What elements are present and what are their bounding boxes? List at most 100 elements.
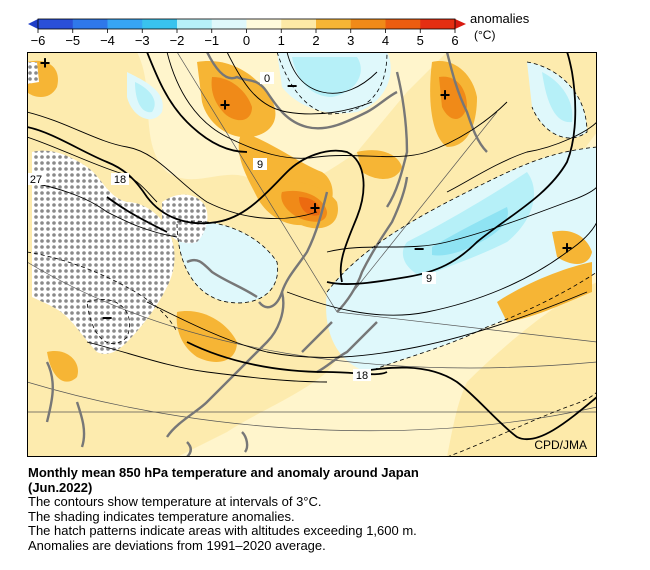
colorbar-segment [281, 19, 317, 29]
anomaly-contour-dashed [276, 52, 388, 115]
colorbar-segments [38, 19, 456, 29]
contour-label: 27 [30, 174, 42, 186]
colorbar-tick-label: −2 [170, 33, 185, 48]
colorbar-segment [142, 19, 178, 29]
colorbar-right-arrow [455, 19, 466, 29]
grid-line [176, 52, 338, 313]
colorbar-tick-label: 2 [312, 33, 319, 48]
high-terrain-hatch-north [162, 194, 208, 244]
contour-line-thick [106, 196, 168, 233]
coastline-philippines [186, 441, 192, 457]
anomaly-contour-dashed [326, 146, 597, 293]
colorbar-tick-label: 6 [451, 33, 458, 48]
colorbar-segment [107, 19, 143, 29]
map-caption: Monthly mean 850 hPa temperature and ano… [28, 465, 628, 554]
colorbar-tick-label: −6 [31, 33, 46, 48]
colorbar-segment [211, 19, 247, 29]
anomaly-contour-dashed [176, 220, 279, 304]
anomaly-contour-dashed [526, 61, 588, 139]
anomaly-shade-neg2-west [135, 82, 155, 113]
anomaly-shade-pos3-kamchatka [439, 76, 467, 120]
contour-line [86, 341, 328, 383]
anomaly-shade-pos2-southeast [497, 262, 592, 322]
coastline-korea [258, 191, 329, 309]
contour-line-thick [27, 126, 365, 283]
anomaly-shade-pos1-east [447, 282, 597, 457]
caption-line: The hatch patterns indicate areas with a… [28, 523, 417, 539]
colorbar-segment [38, 19, 74, 29]
anomaly-plus-marker: + [562, 238, 573, 258]
coastline-japan-kyushu [301, 321, 333, 353]
coastline-russia-north [205, 52, 398, 130]
colorbar-label: anomalies [470, 11, 530, 26]
grid-line [336, 111, 498, 313]
anomaly-shade-neg1-china [177, 221, 278, 303]
coastlines [45, 52, 488, 457]
coastline-kamchatka [445, 52, 488, 153]
contour-line [446, 121, 597, 193]
colorbar-tick-label: 3 [347, 33, 354, 48]
contour-label: 0 [264, 73, 270, 85]
colorbar-segment [246, 19, 282, 29]
contour-line [166, 52, 508, 159]
anomaly-plus-marker: + [440, 85, 451, 105]
contour-line [27, 111, 318, 219]
coastline-west [45, 361, 86, 448]
anomaly-shade-pos3-north [211, 77, 252, 121]
colorbar-tick-label: 1 [278, 33, 285, 48]
coastline-taiwan [241, 431, 249, 453]
high-terrain-hatch-far [27, 62, 39, 84]
colorbar-segment [177, 19, 213, 29]
contour-label: 9 [426, 273, 432, 285]
contour-line-thick [146, 52, 248, 153]
anomaly-colorbar: −6 −5 −4 −3 −2 −1 0 1 2 3 4 5 6 anomalies (°C) [28, 11, 530, 48]
colorbar-segment [72, 19, 108, 29]
anomaly-shade-neg3-pacific [432, 207, 508, 256]
anomaly-contour-dashed [366, 271, 597, 373]
anomaly-shade-pos2-southwest [47, 351, 78, 382]
colorbar-segment [316, 19, 352, 29]
contour-line [27, 136, 158, 203]
contour-line [326, 186, 597, 253]
colorbar-tick-label: 5 [417, 33, 424, 48]
caption-line: The shading indicates temperature anomal… [28, 508, 295, 524]
colorbar-segment [420, 19, 456, 29]
anomaly-shade-pos1 [27, 52, 597, 457]
colorbar-unit: (°C) [474, 28, 495, 42]
anomaly-plus-marker: + [220, 95, 231, 115]
anomaly-contour-dashed [86, 299, 130, 345]
colorbar-tick-label: −1 [204, 33, 219, 48]
anomaly-shade-pos2-ne-sea [357, 150, 402, 179]
contour-line [27, 181, 178, 238]
colorbar-left-arrow [28, 19, 38, 29]
coastline-china-east [166, 258, 285, 438]
contour-line [286, 221, 597, 316]
anomaly-shade-pos4-korea [299, 197, 321, 216]
grid-line [27, 381, 597, 432]
anomaly-plus-marker: + [40, 53, 51, 73]
contour-line-thick [356, 366, 597, 441]
anomaly-minus-marker: − [287, 76, 298, 96]
grid-line [27, 261, 597, 369]
coastline-japan-south [316, 321, 378, 374]
caption-line: The contours show temperature at interva… [28, 494, 322, 510]
anomaly-shade-neg2-ne [542, 72, 573, 123]
high-terrain-hatch [32, 150, 175, 354]
colorbar-tick-label: −5 [65, 33, 80, 48]
anomaly-minus-marker: − [102, 308, 113, 328]
anomaly-plus-marker: + [310, 198, 321, 218]
caption-title-date: (Jun.2022) [28, 479, 93, 495]
colorbar-tick-label: −3 [135, 33, 150, 48]
contour-line [286, 52, 378, 94]
contour-label: 9 [257, 159, 263, 171]
colorbar-segment [350, 19, 386, 29]
anomaly-minus-marker: − [414, 239, 425, 259]
contour-label: 18 [114, 174, 126, 186]
caption-title: Monthly mean 850 hPa temperature and ano… [28, 465, 419, 480]
caption-line: Anomalies are deviations from 1991–2020 … [28, 537, 326, 553]
contour-label: 18 [356, 370, 368, 382]
contour-line-thick [326, 52, 577, 285]
colorbar-segment [385, 19, 421, 29]
colorbar-tick-label: 4 [382, 33, 389, 48]
coastline-sakhalin [386, 71, 409, 208]
